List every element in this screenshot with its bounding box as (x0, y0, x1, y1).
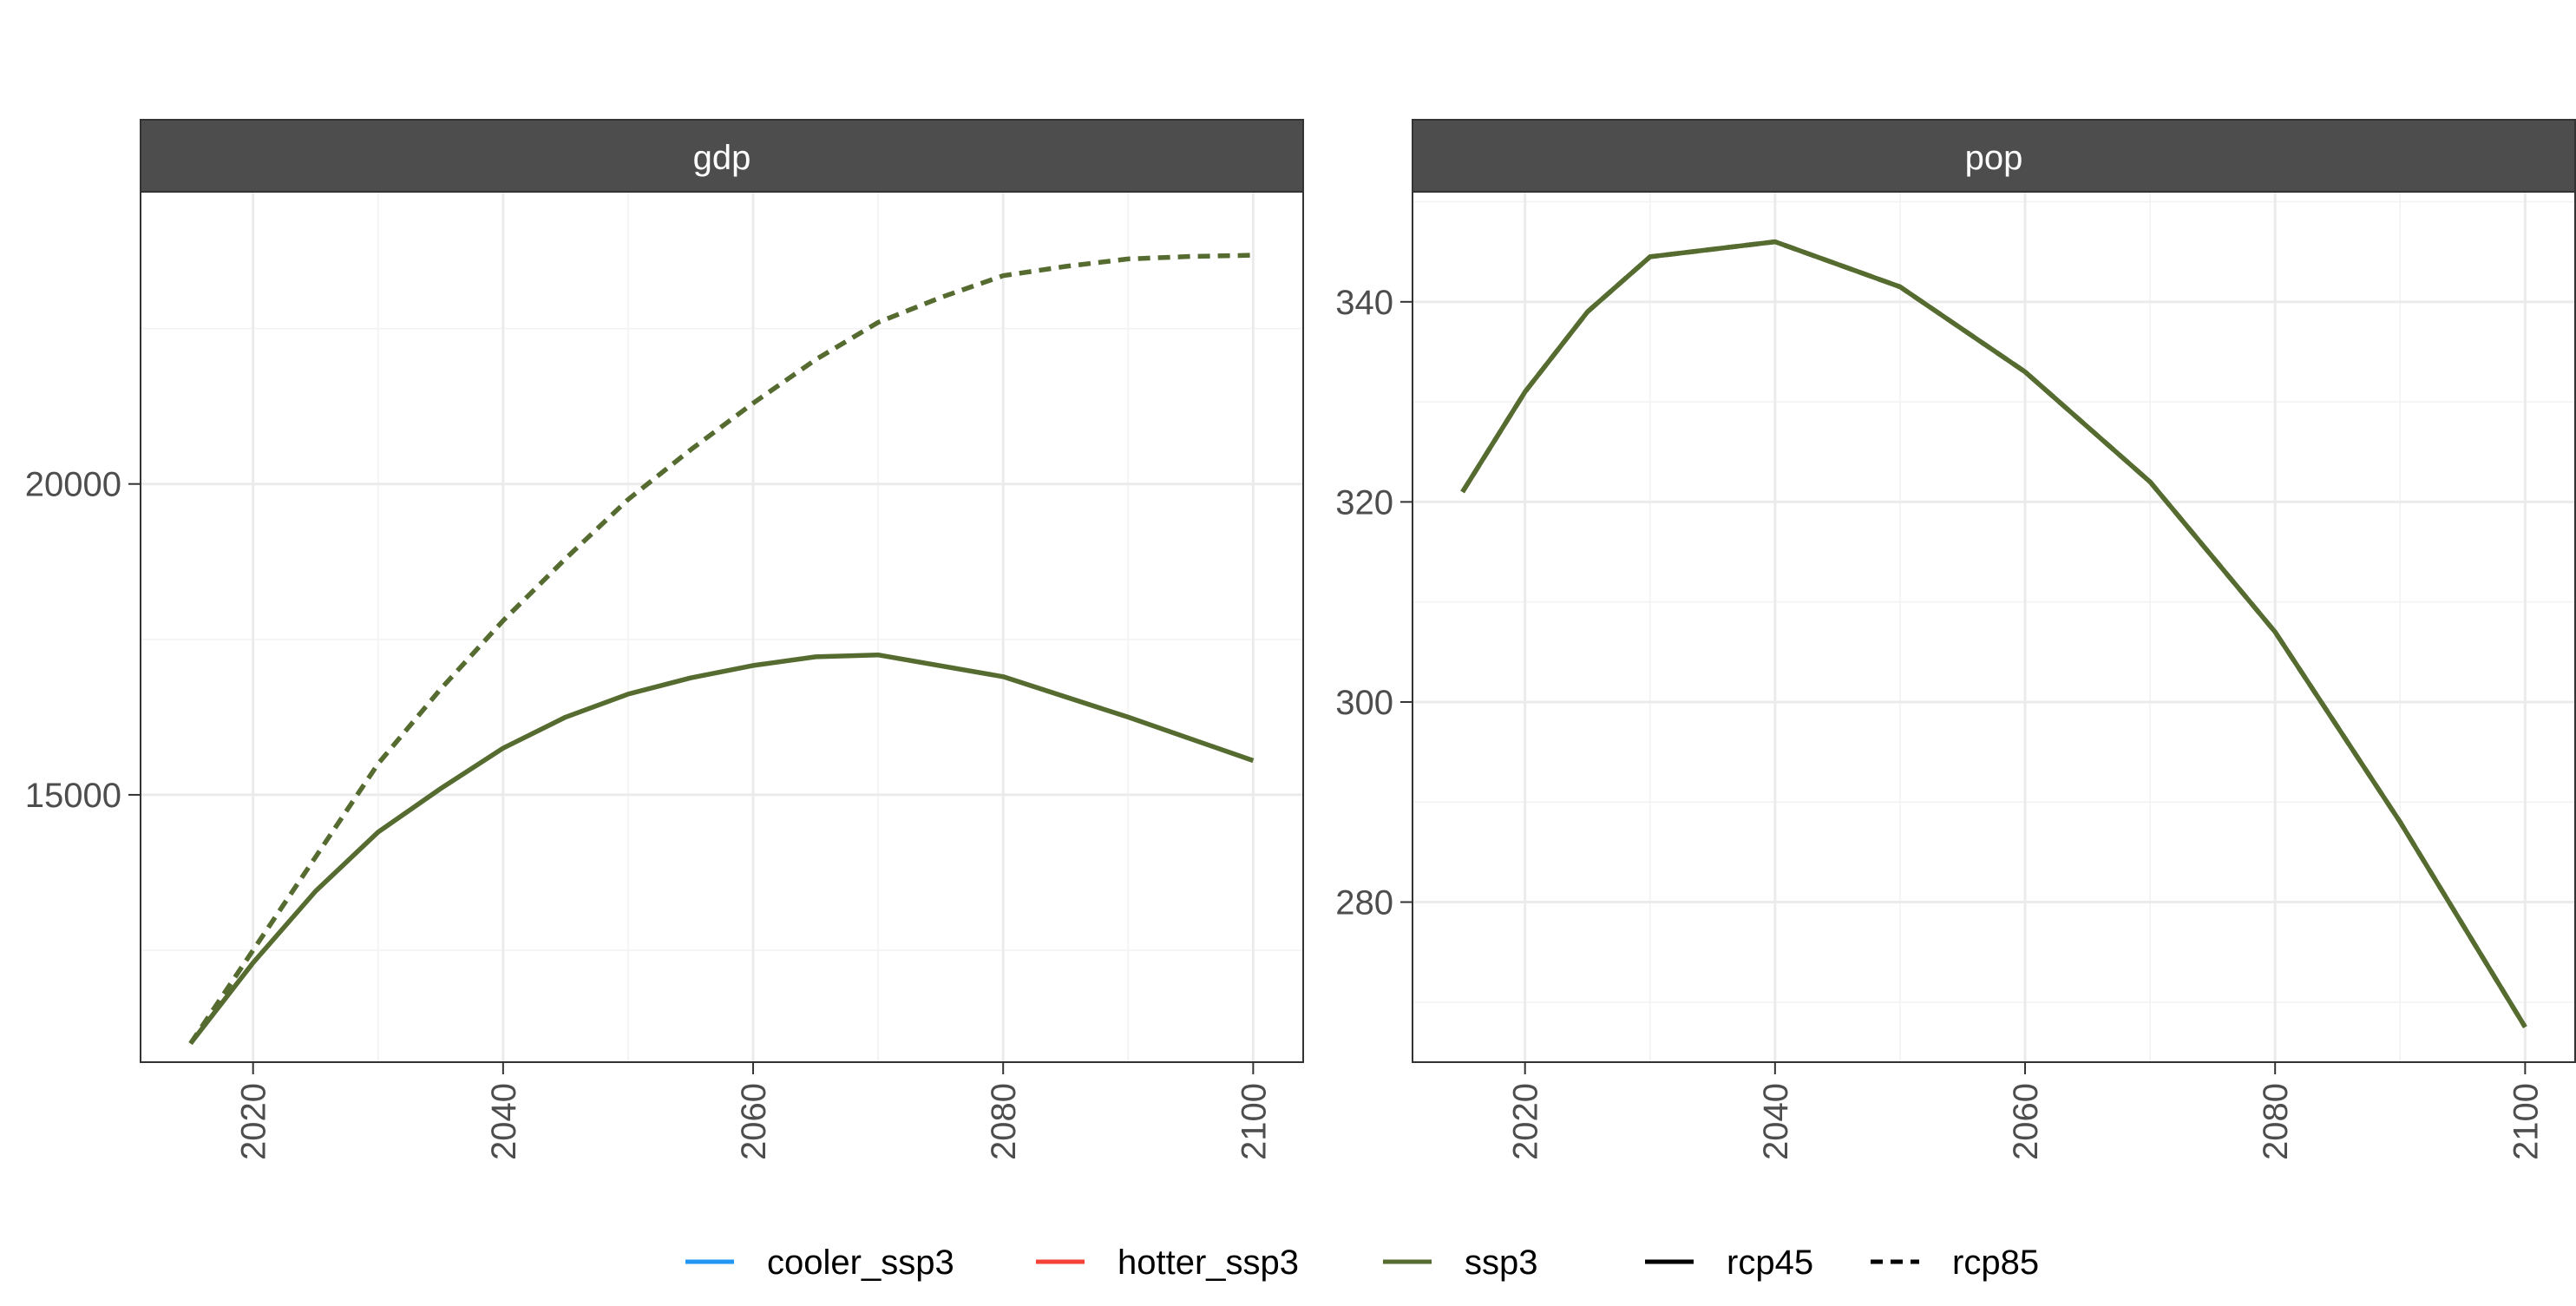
y-axis-pop: 280 300 320 340 (1335, 284, 1413, 922)
legend-item-rcp45[interactable]: rcp45 (1645, 1244, 1813, 1282)
x-tick-label: 2100 (2507, 1083, 2545, 1160)
legend-label-rcp85: rcp85 (1952, 1244, 2039, 1282)
series-layer-gdp (188, 253, 1255, 1046)
legend-label-hotter-ssp3: hotter_ssp3 (1118, 1244, 1299, 1282)
legend-item-cooler-ssp3[interactable]: cooler_ssp3 (685, 1244, 954, 1282)
panel-pop: pop 2020 2040 2060 2080 2100 280 300 320 340 (1335, 119, 2576, 1160)
y-tick-label: 320 (1335, 483, 1393, 522)
plot-border-pop (1412, 191, 2576, 1063)
x-tick-label: 2080 (2257, 1083, 2295, 1160)
facet-strip-label-pop: pop (1965, 139, 2023, 177)
legend-label-rcp45: rcp45 (1727, 1244, 1813, 1282)
x-tick-label: 2020 (1507, 1083, 1545, 1160)
major-grid-pop (1413, 192, 2575, 1062)
minor-grid-pop (1413, 192, 2575, 1062)
y-tick-label: 20000 (25, 466, 121, 504)
facet-strip-pop (1412, 119, 2576, 193)
y-tick-label: 300 (1335, 684, 1393, 722)
y-tick-label: 280 (1335, 884, 1393, 922)
legend-label-cooler-ssp3: cooler_ssp3 (767, 1244, 954, 1282)
x-tick-label: 2060 (735, 1083, 773, 1160)
x-tick-label: 2020 (235, 1083, 273, 1160)
x-tick-label: 2080 (985, 1083, 1023, 1160)
panel-gdp: gdp 2020 2040 2060 2080 2100 15000 20000 (25, 119, 1304, 1160)
y-axis-gdp: 15000 20000 (25, 466, 141, 815)
y-tick-label: 340 (1335, 284, 1393, 322)
x-tick-label: 2060 (2007, 1083, 2045, 1160)
major-grid-gdp (141, 192, 1303, 1062)
legend-label-ssp3: ssp3 (1465, 1244, 1538, 1282)
plot-border-gdp (140, 191, 1304, 1063)
y-tick-label: 15000 (25, 777, 121, 815)
legend-item-rcp85[interactable]: rcp85 (1871, 1244, 2039, 1282)
series-line-rcp85 (1460, 239, 2527, 1029)
x-axis-pop: 2020 2040 2060 2080 2100 (1507, 1062, 2545, 1160)
series-layer-pop (1460, 239, 2527, 1029)
legend-item-ssp3[interactable]: ssp3 (1383, 1244, 1538, 1282)
x-tick-label: 2040 (1757, 1083, 1795, 1160)
legend: cooler_ssp3 hotter_ssp3 ssp3 rcp45 rcp85 (685, 1244, 2039, 1282)
facet-strip-gdp (140, 119, 1304, 193)
x-tick-label: 2100 (1235, 1083, 1273, 1160)
legend-item-hotter-ssp3[interactable]: hotter_ssp3 (1036, 1244, 1299, 1282)
x-axis-gdp: 2020 2040 2060 2080 2100 (235, 1062, 1273, 1160)
x-tick-label: 2040 (485, 1083, 523, 1160)
minor-grid-gdp (141, 192, 1303, 1062)
series-line-rcp45 (188, 652, 1255, 1046)
series-line-rcp85 (188, 253, 1254, 1046)
facet-strip-label-gdp: gdp (693, 139, 751, 177)
